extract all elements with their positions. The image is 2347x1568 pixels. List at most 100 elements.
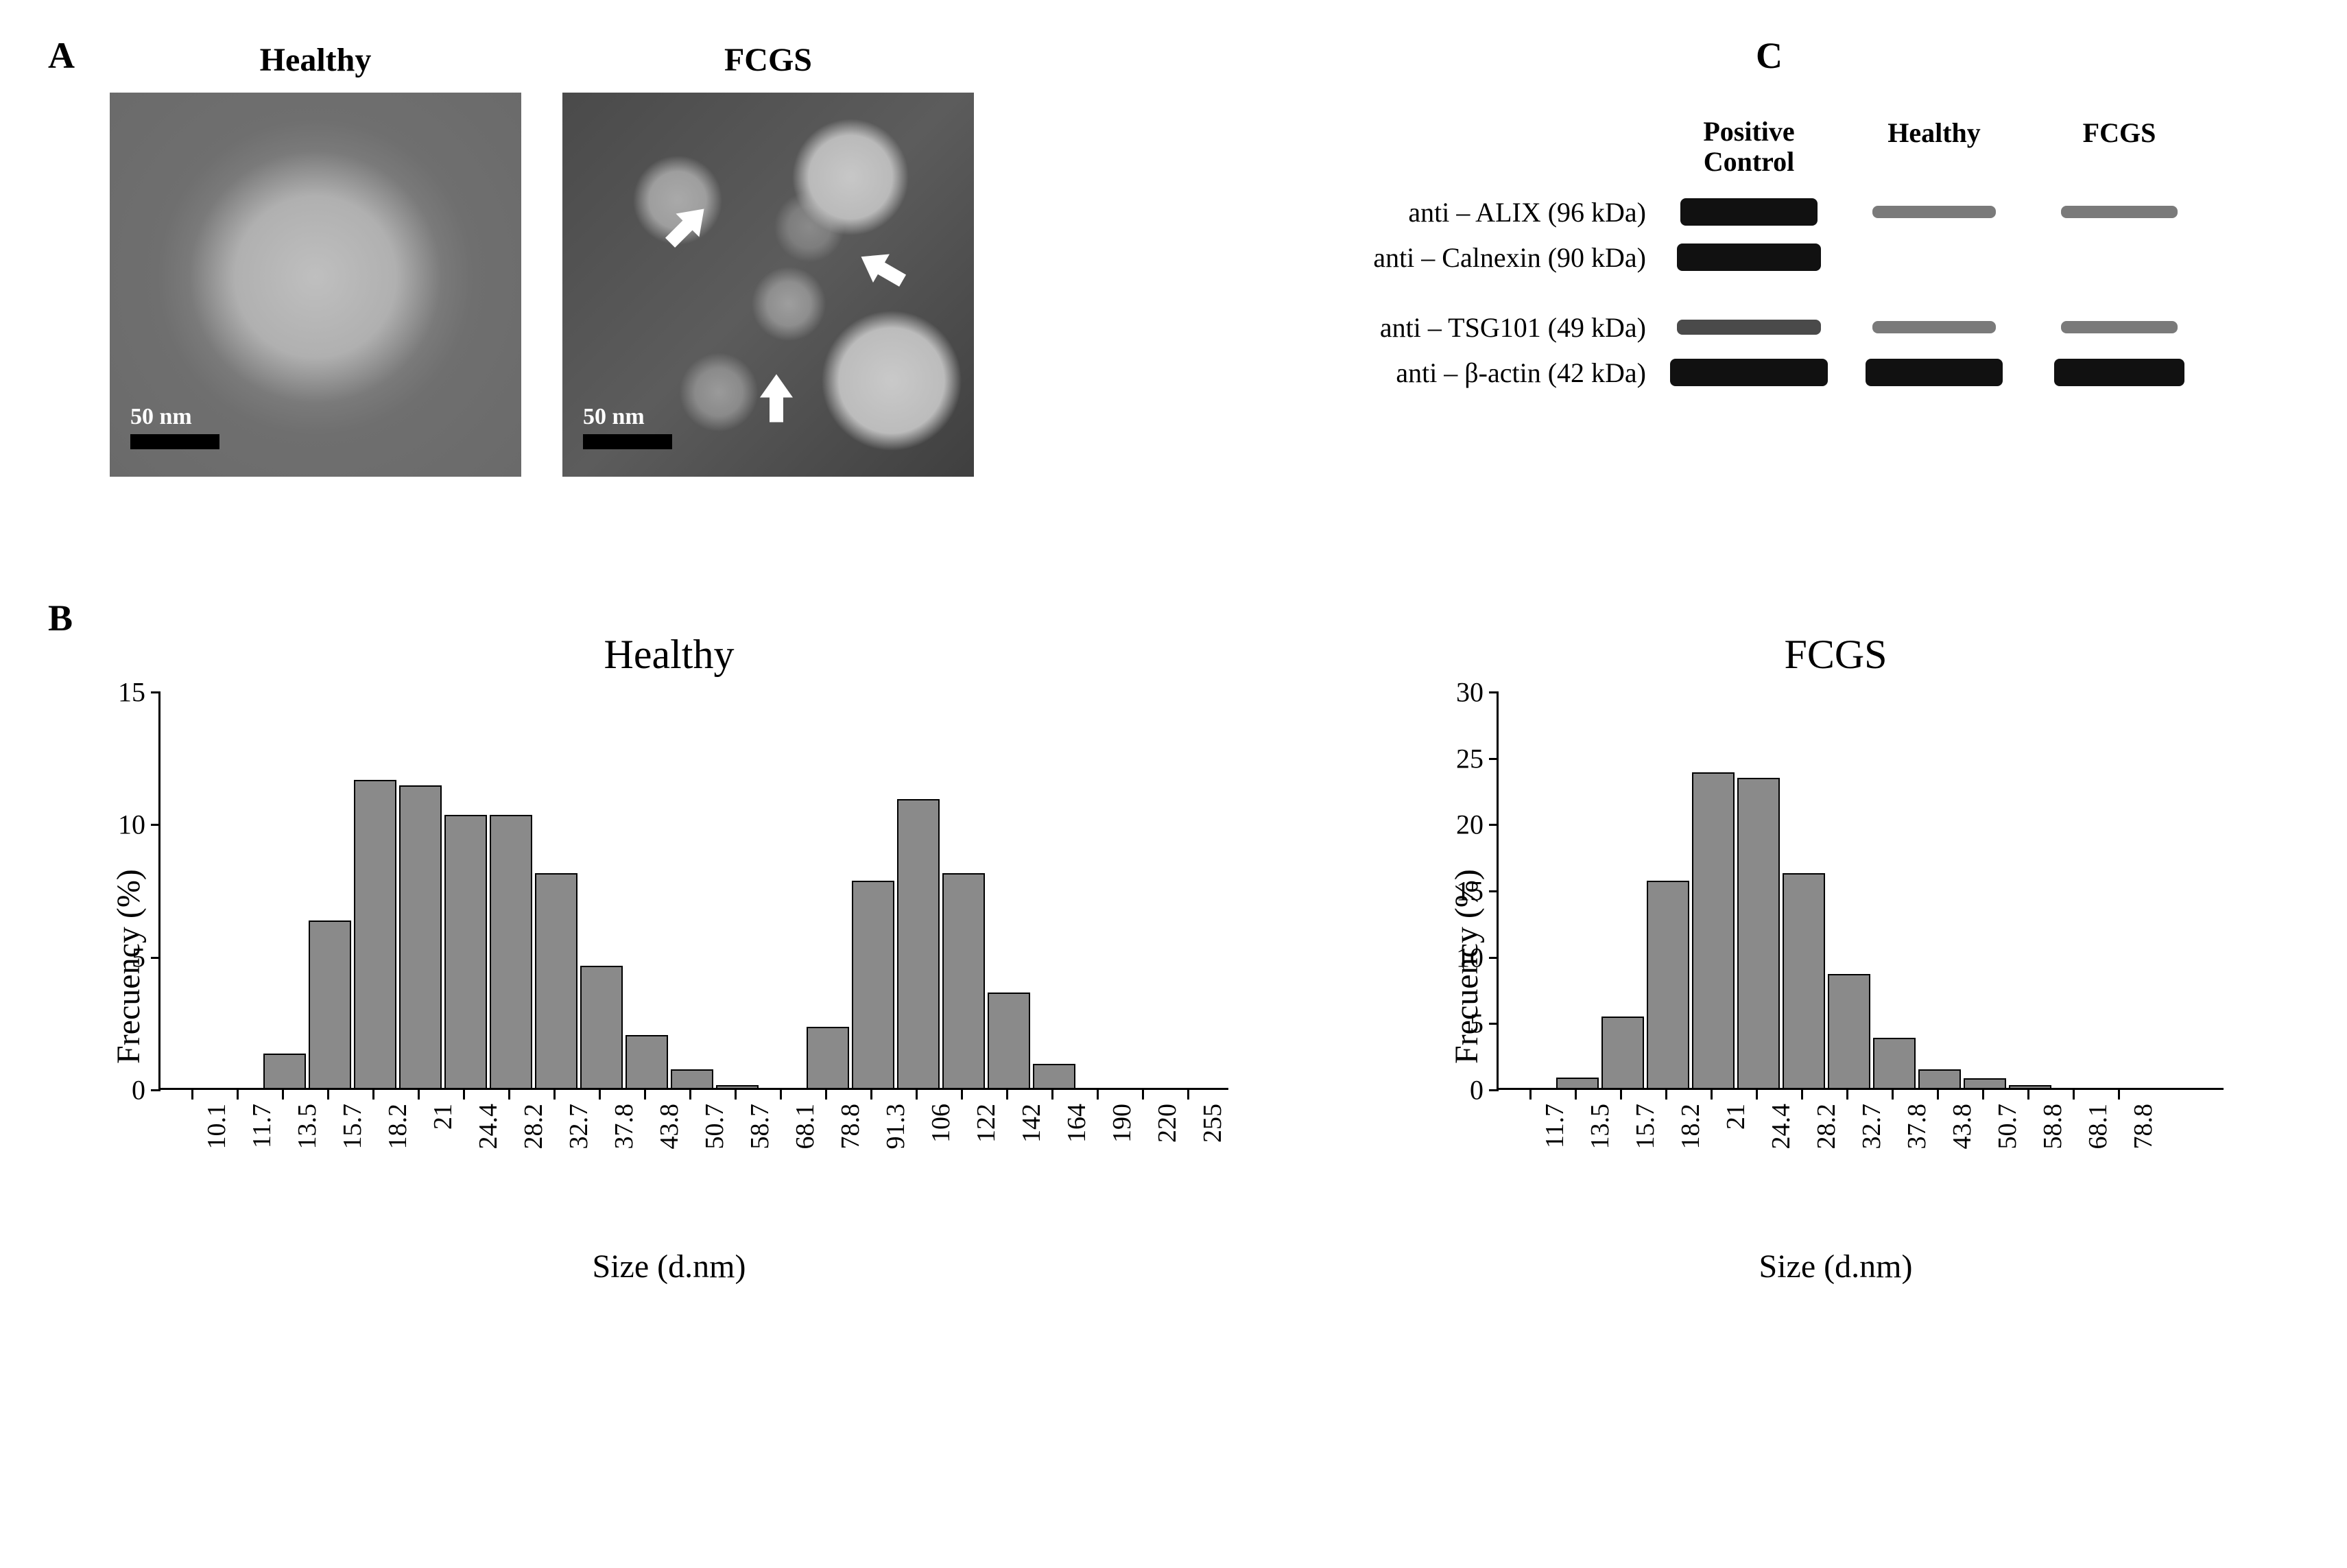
x-tick: [825, 1090, 827, 1100]
panel-b: Healthy Frecuency (%) 05101510.111.713.5…: [110, 617, 2304, 1285]
y-tick-label: 5: [132, 941, 160, 973]
x-tick-label: 10.1: [202, 1104, 232, 1150]
wb-band: [2054, 359, 2184, 386]
wb-lane: [1838, 206, 2030, 218]
chart-wrap-fcgs: Frecuency (%) 05101520253011.713.515.718…: [1448, 692, 2224, 1241]
wb-band: [1866, 359, 2003, 386]
bar: [1692, 772, 1735, 1088]
x-tick: [599, 1090, 601, 1100]
bar: [1601, 1017, 1644, 1088]
wb-lane: [1838, 321, 2030, 333]
chart-healthy: 05101510.111.713.515.718.22124.428.232.7…: [158, 692, 1228, 1241]
plot-area: 051015: [158, 692, 1228, 1090]
x-tick-label: 50.7: [1992, 1104, 2023, 1150]
arrow-icon: [851, 239, 916, 300]
panel-c: PositiveControl Healthy FCGS anti – ALIX…: [1331, 41, 2291, 395]
y-tick-label: 0: [1470, 1074, 1499, 1106]
tem-fcgs-image: 50 nm: [562, 93, 974, 477]
x-tick: [870, 1090, 872, 1100]
y-tick-label: 10: [1456, 941, 1499, 973]
scale-line: [130, 434, 219, 449]
x-tick: [1097, 1090, 1099, 1100]
y-tick-label: 30: [1456, 676, 1499, 709]
wb-row-label: anti – TSG101 (49 kDa): [1331, 311, 1660, 344]
wb-lane: [2030, 359, 2208, 386]
x-tick-label: 43.8: [654, 1104, 684, 1150]
x-axis-label: Size (d.nm): [593, 1248, 746, 1285]
bar: [807, 1027, 849, 1088]
x-tick: [1711, 1090, 1713, 1100]
x-tick-label: 15.7: [1630, 1104, 1660, 1150]
x-tick-label: 13.5: [1585, 1104, 1615, 1150]
x-tick: [1846, 1090, 1848, 1100]
y-tick-label: 10: [118, 809, 160, 841]
x-tick: [553, 1090, 556, 1100]
arrow-icon: [756, 375, 797, 426]
x-tick: [1801, 1090, 1803, 1100]
bar: [490, 815, 532, 1088]
panel-a-label: A: [48, 34, 75, 77]
wb-row-label: anti – Calnexin (90 kDa): [1331, 241, 1660, 274]
x-tick-label: 78.8: [2128, 1104, 2158, 1150]
wb-head-healthy: Healthy: [1838, 117, 2030, 177]
bar: [897, 799, 940, 1088]
scale-bar-healthy: 50 nm: [130, 404, 219, 449]
y-tick-label: 20: [1456, 809, 1499, 841]
bar: [988, 993, 1030, 1088]
wb-row: anti – β-actin (42 kDa): [1331, 350, 2291, 395]
arrow-icon: [653, 194, 718, 259]
bars: [1499, 692, 2145, 1088]
x-tick: [961, 1090, 963, 1100]
x-tick-label: 28.2: [519, 1104, 549, 1150]
panel-a: Healthy 50 nm FCGS 50 nm: [110, 41, 1139, 477]
wb-row-label: anti – β-actin (42 kDa): [1331, 357, 1660, 389]
wb-row: anti – TSG101 (49 kDa): [1331, 305, 2291, 350]
x-tick-label: 32.7: [1857, 1104, 1887, 1150]
x-tick: [1142, 1090, 1144, 1100]
x-tick-label: 142: [1016, 1104, 1047, 1143]
bar: [399, 785, 442, 1088]
plot-area: 051015202530: [1497, 692, 2224, 1090]
tem-healthy-title: Healthy: [260, 41, 372, 79]
x-tick-label: 190: [1107, 1104, 1137, 1143]
tem-healthy-image: 50 nm: [110, 93, 521, 477]
bar: [1647, 881, 1689, 1088]
wb-head-positive-control: PositiveControl: [1660, 117, 1838, 177]
wb-rows: anti – ALIX (96 kDa) anti – Calnexin (90 …: [1331, 189, 2291, 395]
bar: [444, 815, 487, 1088]
y-tick-label: 15: [1456, 875, 1499, 907]
tem-healthy-block: Healthy 50 nm: [110, 41, 521, 477]
x-tick: [1529, 1090, 1532, 1100]
x-tick: [327, 1090, 329, 1100]
wb-row: anti – ALIX (96 kDa): [1331, 189, 2291, 235]
wb-row: anti – Calnexin (90 kDa): [1331, 235, 2291, 280]
bar: [1918, 1069, 1961, 1088]
wb-headers: PositiveControl Healthy FCGS: [1660, 117, 2291, 177]
bar: [354, 780, 396, 1088]
x-tick-label: 21: [1721, 1104, 1751, 1130]
bar: [309, 920, 351, 1088]
histogram-fcgs: FCGS Frecuency (%) 05101520253011.713.51…: [1448, 631, 2224, 1285]
x-ticks: 11.713.515.718.22124.428.232.737.843.850…: [1497, 1090, 2224, 1241]
bar: [1828, 974, 1870, 1088]
x-tick-label: 122: [971, 1104, 1001, 1143]
x-tick-label: 24.4: [1766, 1104, 1796, 1150]
scale-line: [583, 434, 672, 449]
x-tick: [508, 1090, 510, 1100]
bar: [852, 881, 894, 1088]
bar: [1033, 1064, 1075, 1088]
wb-band: [2061, 321, 2178, 333]
x-tick-label: 91.3: [881, 1104, 911, 1150]
x-tick-label: 11.7: [1540, 1104, 1570, 1148]
tem-fcgs-block: FCGS 50 nm: [562, 41, 974, 477]
hist-healthy-title: Healthy: [604, 631, 735, 678]
x-tick-label: 68.1: [790, 1104, 820, 1150]
x-tick: [282, 1090, 284, 1100]
y-tick-label: 15: [118, 676, 160, 709]
x-tick-label: 68.1: [2083, 1104, 2113, 1150]
wb-row-label: anti – ALIX (96 kDa): [1331, 196, 1660, 228]
bar: [671, 1069, 713, 1088]
x-tick-label: 11.7: [247, 1104, 277, 1148]
x-tick: [191, 1090, 193, 1100]
x-tick-label: 43.8: [1947, 1104, 1977, 1150]
